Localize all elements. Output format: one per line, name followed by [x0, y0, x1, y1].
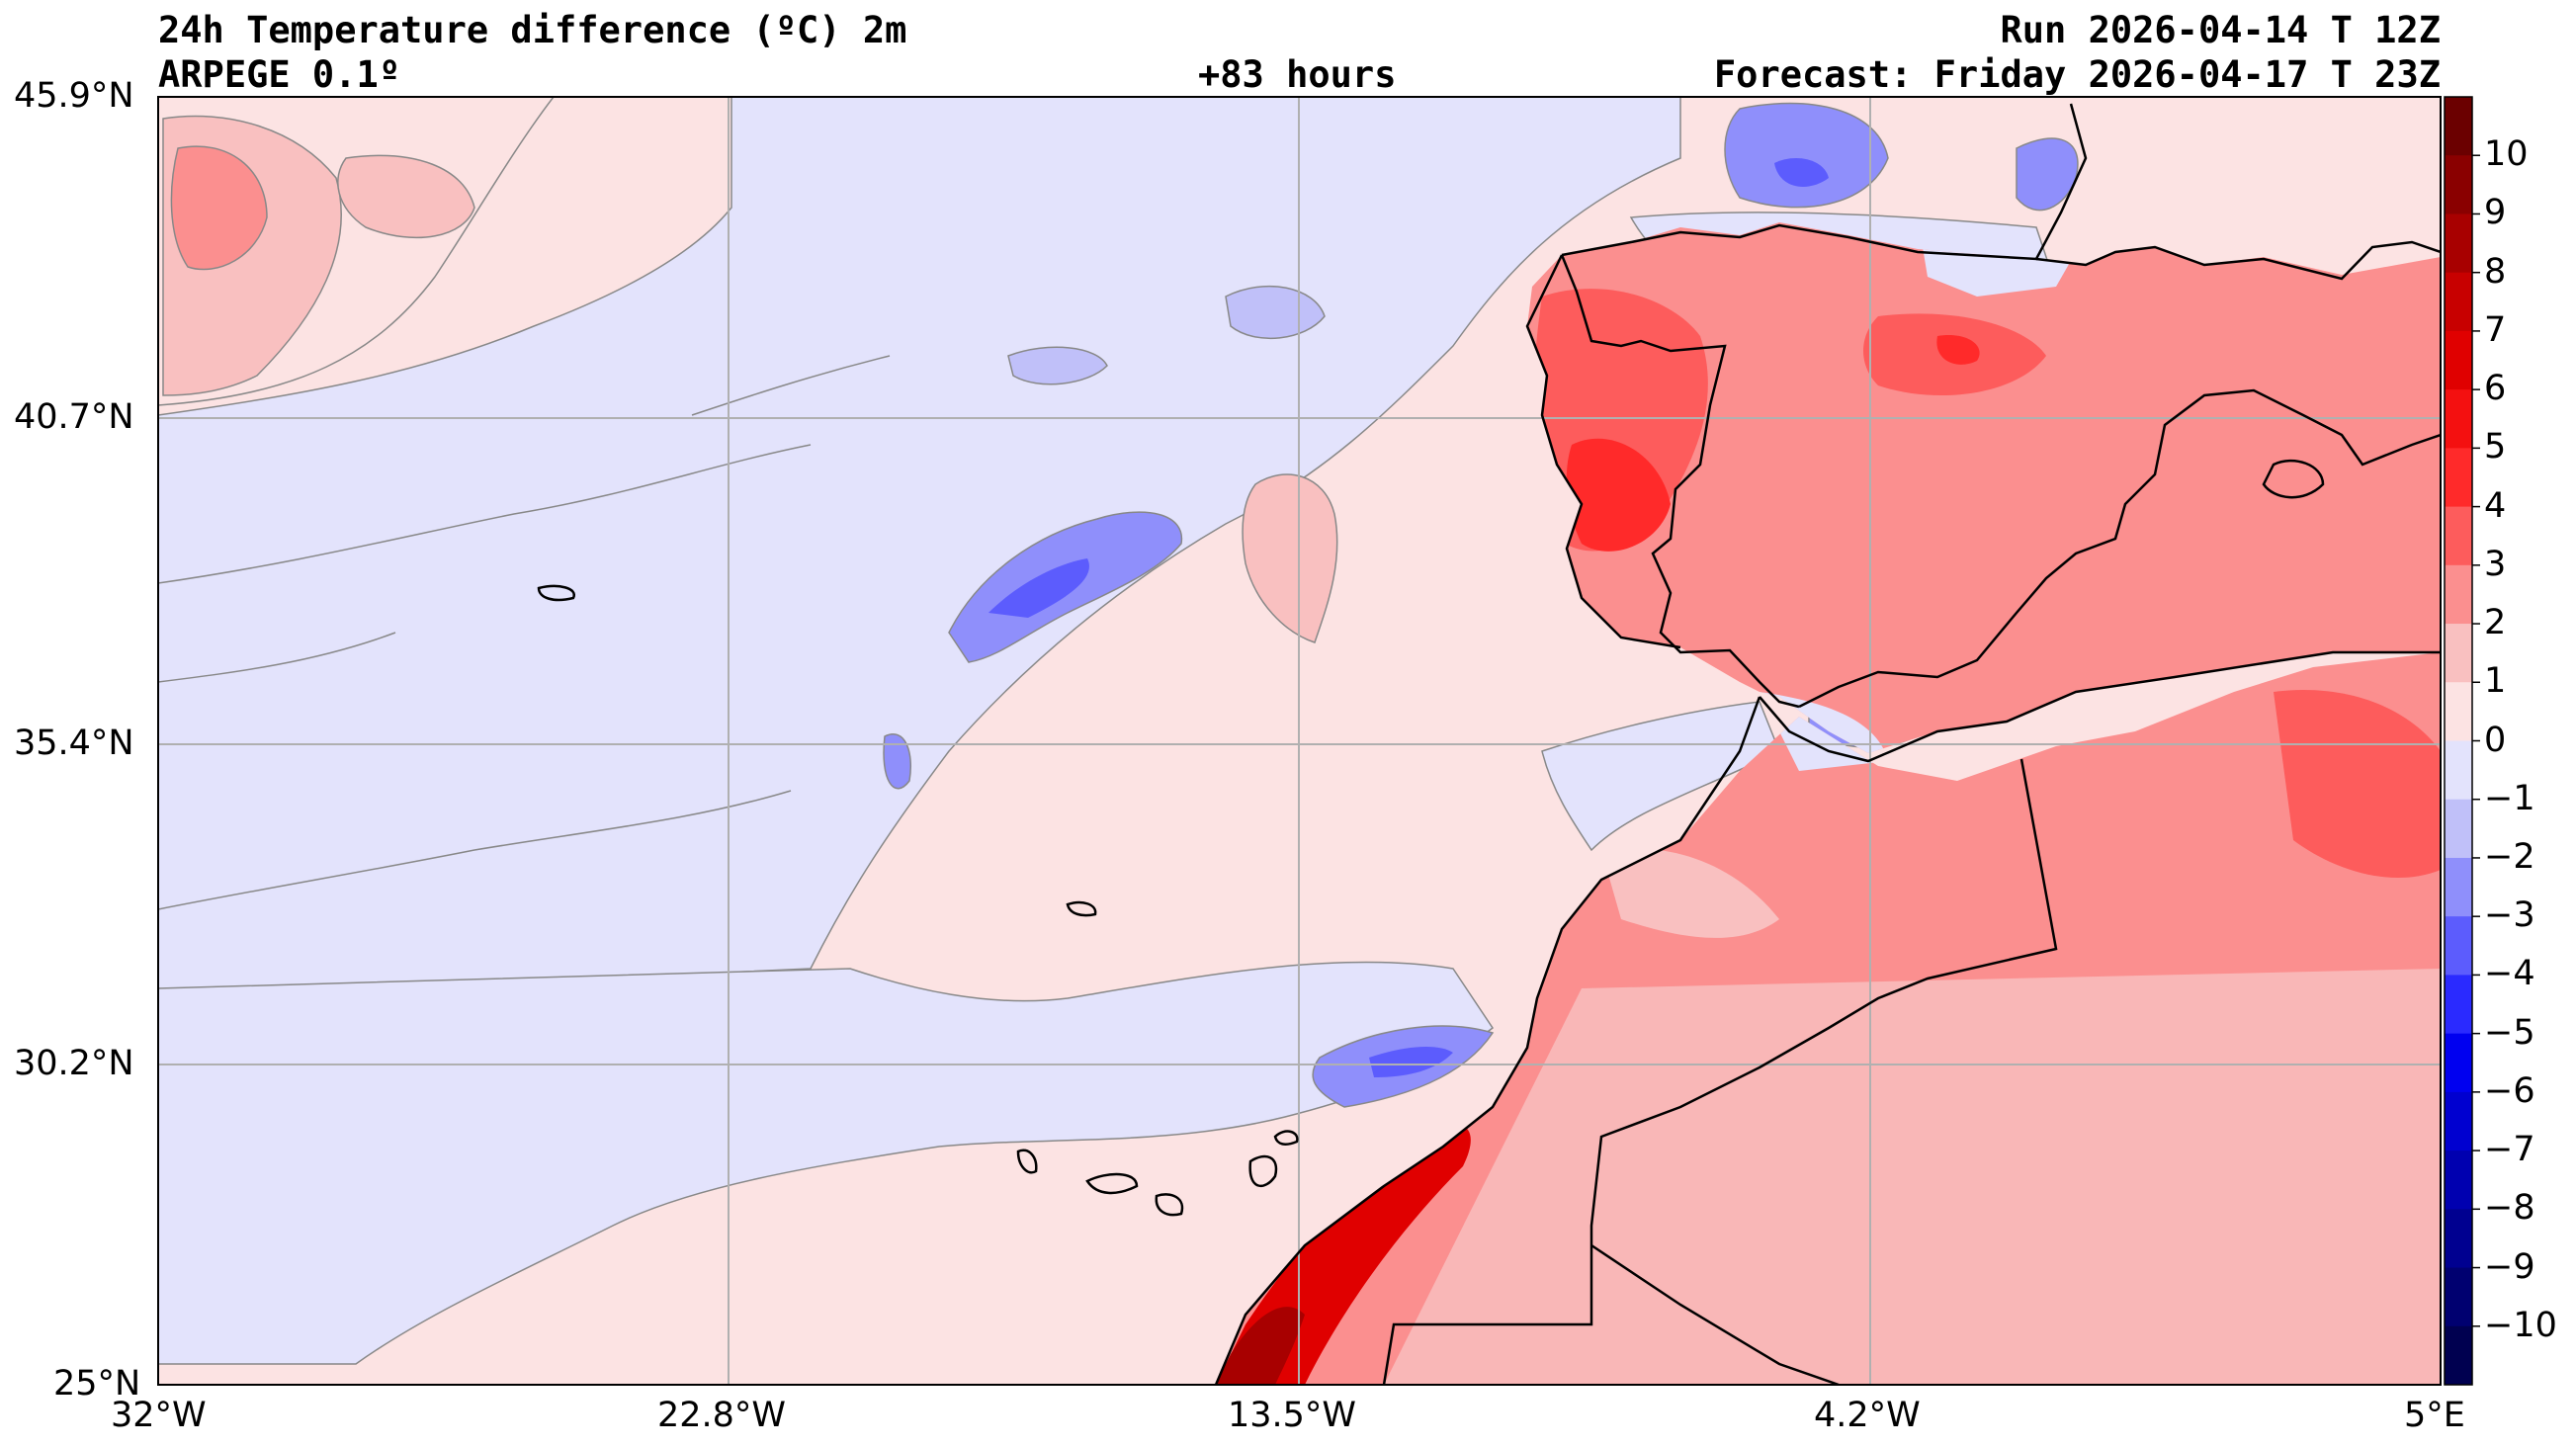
colorbar-tick-label: 4: [2484, 485, 2507, 526]
colorbar-bin: [2445, 857, 2472, 917]
lon-tick-label: 13.5°W: [1228, 1396, 1357, 1435]
forecast-label: Forecast: Friday 2026-04-17 T 23Z: [1713, 53, 2441, 96]
colorbar-tick-label: 8: [2484, 251, 2507, 292]
colorbar-tick-label: −5: [2484, 1012, 2535, 1053]
lon-tick-label: 32°W: [111, 1396, 207, 1435]
colorbar-bin: [2445, 1209, 2472, 1269]
graticule: [158, 97, 2441, 1385]
lead-time-label: +83 hours: [1198, 53, 1397, 96]
colorbar-bin: [2445, 624, 2472, 683]
colorbar-bin: [2445, 1091, 2472, 1151]
colorbar-tick-label: 1: [2484, 661, 2507, 702]
lon-tick-label: 4.2°W: [1814, 1396, 1921, 1435]
colorbar-tick-label: −9: [2484, 1246, 2535, 1287]
model-label: ARPEGE 0.1º: [158, 53, 401, 96]
lon-tick-label: 22.8°W: [657, 1396, 787, 1435]
colorbar-tick-label: −3: [2484, 895, 2535, 936]
colorbar-tick-label: −7: [2484, 1130, 2535, 1170]
colorbar-bin: [2445, 1325, 2472, 1386]
colorbar-bin: [2445, 97, 2472, 156]
colorbar-bin: [2445, 564, 2472, 625]
colorbar-tick-label: 0: [2484, 720, 2507, 760]
colorbar-tick-label: 10: [2484, 134, 2529, 175]
colorbar-bin: [2445, 448, 2472, 508]
colorbar-tick-label: −4: [2484, 954, 2535, 994]
colorbar-bin: [2445, 740, 2472, 801]
colorbar-tick-label: 6: [2484, 369, 2507, 409]
colorbar-tick-label: −10: [2484, 1305, 2557, 1345]
colorbar-bin: [2445, 916, 2472, 976]
colorbar-bin: [2445, 975, 2472, 1035]
colorbar-bin: [2445, 1150, 2472, 1210]
lon-tick-label: 5°E: [2404, 1396, 2465, 1435]
colorbar-tick-label: −1: [2484, 778, 2535, 818]
colorbar-tick-label: −6: [2484, 1070, 2535, 1111]
colorbar-tick-label: 5: [2484, 427, 2507, 468]
lat-tick-label: 40.7°N: [14, 397, 134, 437]
lat-tick-label: 25°N: [53, 1364, 141, 1404]
lat-tick-label: 30.2°N: [14, 1044, 134, 1083]
colorbar-bin: [2445, 330, 2472, 390]
colorbar-bin: [2445, 506, 2472, 566]
colorbar-bin: [2445, 155, 2472, 214]
run-label: Run 2026-04-14 T 12Z: [2000, 9, 2441, 51]
map-title: 24h Temperature difference (ºC) 2m: [158, 9, 907, 51]
map-frame: [157, 96, 2442, 1386]
colorbar-bin: [2445, 213, 2472, 274]
colorbar-tick-label: −8: [2484, 1188, 2535, 1229]
contour-lines: [158, 355, 891, 910]
lat-tick-label: 35.4°N: [14, 724, 134, 763]
colorbar-tick-label: 3: [2484, 544, 2507, 584]
colorbar-tick-label: −2: [2484, 836, 2535, 877]
colorbar-bin: [2445, 682, 2472, 741]
coastlines: [537, 103, 2441, 1385]
colorbar-bin: [2445, 799, 2472, 859]
lat-tick-label: 45.9°N: [14, 76, 134, 116]
colorbar-bin: [2445, 389, 2472, 449]
colorbar-tick-label: 7: [2484, 309, 2507, 350]
colorbar-bin: [2445, 272, 2472, 332]
colorbar-bin: [2445, 1033, 2472, 1093]
colorbar-tick-label: 9: [2484, 193, 2507, 233]
colorbar-tick-label: 2: [2484, 603, 2507, 643]
warm-ocean-patches: [158, 97, 1338, 643]
colorbar: [2444, 96, 2480, 1386]
colorbar-bin: [2445, 1267, 2472, 1327]
